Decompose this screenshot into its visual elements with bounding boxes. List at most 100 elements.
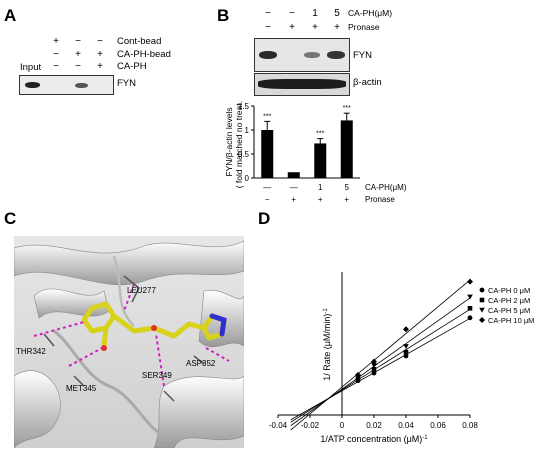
b-sign: − xyxy=(289,8,295,19)
legend-entry: CA-PH 5 μM xyxy=(488,306,530,315)
panel-label-b: B xyxy=(217,6,230,25)
a-row-label: CA-PH xyxy=(117,61,147,72)
bar xyxy=(340,120,353,178)
x-row-sign: − xyxy=(265,195,270,204)
panel-label-a: A xyxy=(4,6,17,25)
data-point-diamond xyxy=(479,317,485,323)
x-row-sign: 5 xyxy=(345,183,350,192)
residue-label: LEU277 xyxy=(127,286,156,295)
blot-band xyxy=(258,79,346,89)
b-blot-label: β-actin xyxy=(353,77,382,88)
x-row-label: CA-PH(μM) xyxy=(365,183,407,192)
y-tick-label: 1 xyxy=(245,126,250,135)
data-point-circle xyxy=(467,315,473,321)
data-point-triangle xyxy=(371,363,377,369)
a-sign: + xyxy=(53,36,59,47)
fit-line xyxy=(290,318,471,421)
y-axis-label: 1/ Rate (μM/min)-1 xyxy=(322,308,332,381)
blot-band xyxy=(75,83,88,88)
data-point-diamond xyxy=(371,358,377,365)
x-tick-label: 0.04 xyxy=(398,421,414,430)
residue-label: SER349 xyxy=(142,371,172,380)
x-tick-label: -0.04 xyxy=(269,421,288,430)
b-blot-actin xyxy=(254,73,350,96)
x-row-sign: — xyxy=(290,183,298,192)
x-row-label: Pronase xyxy=(365,195,395,204)
data-point-circle xyxy=(479,287,485,293)
a-sign: − xyxy=(97,36,103,47)
x-row-sign: — xyxy=(263,183,271,192)
fit-line xyxy=(290,297,471,426)
y-axis-label: FYN/β-actin levels xyxy=(224,107,234,176)
data-point-diamond xyxy=(355,371,361,378)
data-point-diamond xyxy=(403,326,409,333)
a-row-label: CA-PH-bead xyxy=(117,49,171,60)
y-tick-label: 1.5 xyxy=(238,102,250,111)
b-sign: + xyxy=(334,22,340,33)
x-row-sign: + xyxy=(318,195,323,204)
a-row-label: Cont-bead xyxy=(117,36,162,47)
a-sign: − xyxy=(75,36,81,47)
y-axis-label-2: ( fold matched no treat. ) xyxy=(234,100,244,188)
x-row-sign: + xyxy=(344,195,349,204)
b-sign: + xyxy=(312,22,318,33)
b-blot-fyn xyxy=(254,38,350,72)
b-row-label: CA-PH(μM) xyxy=(348,8,393,18)
b-sign: − xyxy=(265,22,271,33)
d-lineweaver-burk-plot: -0.04 -0.02 0 0.02 0.04 0.06 0.08 1/ATP concent… xyxy=(269,272,534,444)
x-tick-label: 0 xyxy=(340,421,345,430)
y-tick-label: 0.5 xyxy=(238,150,250,159)
residue-label: THR342 xyxy=(16,347,46,356)
a-western-blot xyxy=(19,75,114,95)
b-bar-chart: 0 0.5 1 1.5 *** — − — + *** 1 + *** 5 + CA-PH(μM) Pronas… xyxy=(224,100,407,204)
y-tick-label: 0 xyxy=(245,174,250,183)
fit-line xyxy=(290,308,471,423)
b-blot-label: FYN xyxy=(353,50,372,61)
significance-mark: *** xyxy=(316,131,324,138)
bar xyxy=(261,130,274,178)
b-sign: + xyxy=(289,22,295,33)
b-row-label: Pronase xyxy=(348,22,380,32)
docking-structure: LEU277 THR342 MET345 SER349 ASP352 xyxy=(13,236,245,449)
a-sign: + xyxy=(97,61,103,72)
a-protein-label: FYN xyxy=(117,78,136,89)
blot-band xyxy=(327,51,345,59)
x-tick-label: 0.02 xyxy=(366,421,382,430)
b-sign: 1 xyxy=(312,8,318,19)
data-point-triangle xyxy=(403,344,409,350)
data-point-diamond xyxy=(467,278,473,285)
x-tick-label: 0.08 xyxy=(462,421,478,430)
data-point-square xyxy=(403,349,409,355)
b-sign: − xyxy=(265,8,271,19)
data-point-triangle xyxy=(479,307,485,313)
bar xyxy=(314,143,327,178)
legend-entry: CA-PH 0 μM xyxy=(488,286,530,295)
blot-band xyxy=(304,52,320,58)
data-point-circle xyxy=(371,370,377,376)
legend-entry: CA-PH 2 μM xyxy=(488,296,530,305)
bar xyxy=(287,172,300,178)
x-row-sign: 1 xyxy=(318,183,323,192)
residue-label: MET345 xyxy=(66,384,97,393)
a-input-label: Input xyxy=(20,62,42,73)
data-point-square xyxy=(371,366,377,372)
residue-label: ASP352 xyxy=(186,359,216,368)
legend-entry: CA-PH 10 μM xyxy=(488,316,534,325)
data-point-square xyxy=(479,297,485,303)
b-sign: 5 xyxy=(334,8,340,19)
panel-label-d: D xyxy=(258,209,271,228)
fit-line xyxy=(290,279,471,431)
data-point-circle xyxy=(403,353,409,359)
panel-label-c: C xyxy=(4,209,17,228)
a-sign: − xyxy=(53,49,59,60)
x-tick-label: 0.06 xyxy=(430,421,446,430)
a-sign: − xyxy=(75,61,81,72)
x-row-sign: + xyxy=(291,195,296,204)
significance-mark: *** xyxy=(263,113,271,120)
x-tick-label: -0.02 xyxy=(301,421,320,430)
a-sign: − xyxy=(53,61,59,72)
x-axis-label: 1/ATP concentration (μM)-1 xyxy=(320,434,428,444)
panel-c-docking-image: LEU277 THR342 MET345 SER349 ASP352 xyxy=(13,236,245,449)
blot-band xyxy=(259,51,277,59)
a-sign: + xyxy=(75,49,81,60)
